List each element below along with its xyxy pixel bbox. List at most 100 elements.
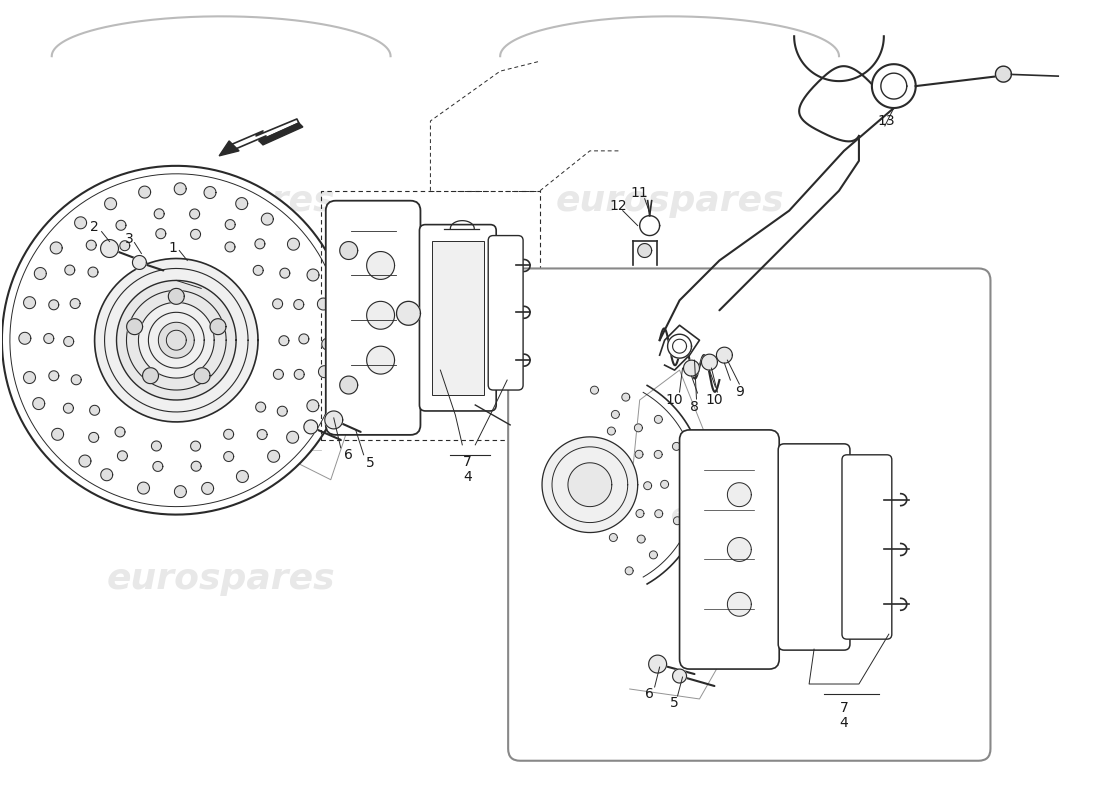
Polygon shape <box>194 368 210 384</box>
Polygon shape <box>143 368 158 384</box>
Polygon shape <box>158 322 195 358</box>
Polygon shape <box>44 334 54 343</box>
Polygon shape <box>95 258 258 422</box>
Polygon shape <box>340 242 358 259</box>
Polygon shape <box>101 469 112 481</box>
Polygon shape <box>273 299 283 309</box>
Polygon shape <box>649 655 667 673</box>
Polygon shape <box>262 213 273 225</box>
Polygon shape <box>612 410 619 418</box>
Polygon shape <box>174 183 186 194</box>
Polygon shape <box>48 371 58 381</box>
Polygon shape <box>277 406 287 416</box>
Polygon shape <box>727 538 751 562</box>
Polygon shape <box>223 451 233 462</box>
Polygon shape <box>661 480 669 488</box>
Polygon shape <box>279 268 289 278</box>
Polygon shape <box>19 332 31 344</box>
Polygon shape <box>321 338 333 350</box>
Text: eurospares: eurospares <box>107 562 336 596</box>
Polygon shape <box>727 592 751 616</box>
Polygon shape <box>226 242 235 252</box>
Polygon shape <box>542 437 638 533</box>
Polygon shape <box>223 430 233 439</box>
Polygon shape <box>255 239 265 249</box>
Polygon shape <box>654 510 662 518</box>
Polygon shape <box>117 281 236 400</box>
Polygon shape <box>139 302 214 378</box>
Polygon shape <box>255 402 265 412</box>
FancyBboxPatch shape <box>680 430 779 669</box>
Polygon shape <box>591 386 598 394</box>
Polygon shape <box>716 347 733 363</box>
Polygon shape <box>683 360 700 376</box>
Polygon shape <box>120 241 130 250</box>
Polygon shape <box>621 393 630 401</box>
Polygon shape <box>635 424 642 432</box>
Polygon shape <box>33 398 45 410</box>
Polygon shape <box>70 298 80 309</box>
Polygon shape <box>319 366 330 378</box>
Polygon shape <box>396 302 420 326</box>
Polygon shape <box>75 217 87 229</box>
Text: 11: 11 <box>630 186 649 200</box>
FancyBboxPatch shape <box>842 455 892 639</box>
Polygon shape <box>52 428 64 440</box>
Polygon shape <box>116 220 127 230</box>
Polygon shape <box>139 186 151 198</box>
Polygon shape <box>607 427 615 435</box>
Text: 13: 13 <box>877 114 894 128</box>
Polygon shape <box>64 337 74 346</box>
Polygon shape <box>152 441 162 451</box>
Polygon shape <box>190 230 200 239</box>
Polygon shape <box>126 318 143 334</box>
Polygon shape <box>116 427 125 437</box>
FancyBboxPatch shape <box>326 201 420 435</box>
Polygon shape <box>727 482 751 506</box>
Text: 8: 8 <box>690 400 698 414</box>
Polygon shape <box>236 470 249 482</box>
Polygon shape <box>625 567 634 575</box>
Polygon shape <box>274 370 284 379</box>
Polygon shape <box>88 267 98 277</box>
Text: eurospares: eurospares <box>556 184 784 218</box>
Polygon shape <box>366 251 395 279</box>
Polygon shape <box>287 431 298 443</box>
Polygon shape <box>637 535 645 543</box>
Polygon shape <box>294 299 304 310</box>
Polygon shape <box>702 354 717 370</box>
Polygon shape <box>324 411 343 429</box>
Text: 9: 9 <box>735 385 744 399</box>
Polygon shape <box>654 450 662 458</box>
Text: eurospares: eurospares <box>670 502 828 526</box>
Text: 3: 3 <box>125 231 134 246</box>
Polygon shape <box>609 534 617 542</box>
Polygon shape <box>654 415 662 423</box>
Polygon shape <box>640 216 660 235</box>
Text: 6: 6 <box>646 687 654 701</box>
Polygon shape <box>307 269 319 281</box>
Polygon shape <box>89 433 99 442</box>
Polygon shape <box>996 66 1011 82</box>
Polygon shape <box>79 455 91 467</box>
Polygon shape <box>175 486 186 498</box>
Text: 7: 7 <box>839 701 848 715</box>
Text: 2: 2 <box>90 220 99 234</box>
Polygon shape <box>132 255 146 270</box>
Polygon shape <box>258 123 303 145</box>
Polygon shape <box>644 482 651 490</box>
Polygon shape <box>318 298 329 310</box>
Text: 5: 5 <box>366 456 375 470</box>
Polygon shape <box>307 400 319 412</box>
Text: 6: 6 <box>344 448 353 462</box>
Polygon shape <box>89 406 100 415</box>
Polygon shape <box>138 482 150 494</box>
Text: 4: 4 <box>839 716 848 730</box>
Text: 10: 10 <box>705 393 723 407</box>
Polygon shape <box>253 266 263 275</box>
Polygon shape <box>201 482 213 494</box>
Polygon shape <box>168 288 185 304</box>
Polygon shape <box>2 166 351 514</box>
Polygon shape <box>279 336 289 346</box>
Polygon shape <box>210 318 225 334</box>
